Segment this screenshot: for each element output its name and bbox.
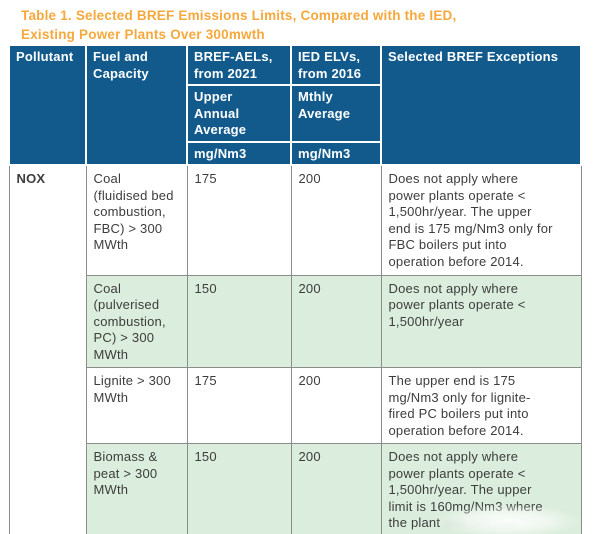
exception-text-obscured: was put into (444, 515, 516, 530)
emissions-table: Pollutant Fuel and Capacity BREF-AELs, f… (8, 44, 582, 534)
header-row-1: Pollutant Fuel and Capacity BREF-AELs, f… (8, 44, 582, 166)
bref-value-cell: 175 (186, 164, 292, 276)
exception-cell: The upper end is 175 mg/Nm3 only for lig… (380, 367, 582, 444)
bref-value-cell: 150 (186, 274, 292, 368)
exception-cell: Does not apply where power plants operat… (380, 274, 582, 368)
ied-value-cell: 200 (290, 443, 382, 534)
fuel-cell: Biomass & peat > 300 MWth (85, 443, 188, 534)
header-row-2: Upper Annual Average Mthly Average (9, 84, 581, 143)
header-fuel-capacity: Fuel and Capacity (85, 44, 188, 166)
table-row-lignite: Lignite > 300 MWth 175 200 The upper end… (9, 367, 582, 444)
header-pollutant: Pollutant (8, 44, 87, 166)
table-row-biomass-peat: Biomass & peat > 300 MWth 150 200 Does n… (9, 443, 582, 534)
bref-value-cell: 175 (186, 367, 292, 444)
fuel-cell: Coal (fluidised bed combustion, FBC) > 3… (85, 164, 188, 276)
header-bref-average-type: Upper Annual Average (186, 84, 292, 143)
emissions-table-wrap: Pollutant Fuel and Capacity BREF-AELs, f… (8, 44, 582, 534)
exception-cell: Does not apply where power plants operat… (380, 164, 582, 276)
fuel-cell: Coal (pulverised combustion, PC) > 300 M… (85, 274, 188, 368)
fuel-cell: Lignite > 300 MWth (85, 367, 188, 444)
ied-value-cell: 200 (290, 164, 382, 276)
table-row-coal-fbc: NOX Coal (fluidised bed combustion, FBC)… (8, 164, 582, 534)
exception-text-visible: operation (389, 532, 449, 534)
table-title: Table 1. Selected BREF Emissions Limits,… (21, 7, 456, 44)
pollutant-cell-nox: NOX (8, 164, 87, 534)
header-ied-unit: mg/Nm3 (290, 140, 382, 166)
header-ied-elvs: IED ELVs, from 2016 (290, 44, 382, 86)
ied-value-cell: 200 (290, 367, 382, 444)
header-bref-aels: BREF-AELs, from 2021 (186, 44, 292, 86)
table-row-coal-pc: Coal (pulverised combustion, PC) > 300 M… (9, 274, 582, 368)
ied-value-cell: 200 (290, 274, 382, 368)
bref-value-cell: 150 (186, 443, 292, 534)
header-row-3: mg/Nm3 mg/Nm3 (9, 140, 581, 166)
table-title-line1: Table 1. Selected BREF Emissions Limits,… (21, 8, 457, 23)
header-ied-average-type: Mthly Average (290, 84, 382, 143)
header-selected-bref-exceptions: Selected BREF Exceptions (380, 44, 582, 166)
exception-cell: Does not apply where power plants operat… (380, 443, 582, 534)
table-title-line2: Existing Power Plants Over 300mwth (21, 26, 265, 42)
header-bref-unit: mg/Nm3 (186, 140, 292, 166)
